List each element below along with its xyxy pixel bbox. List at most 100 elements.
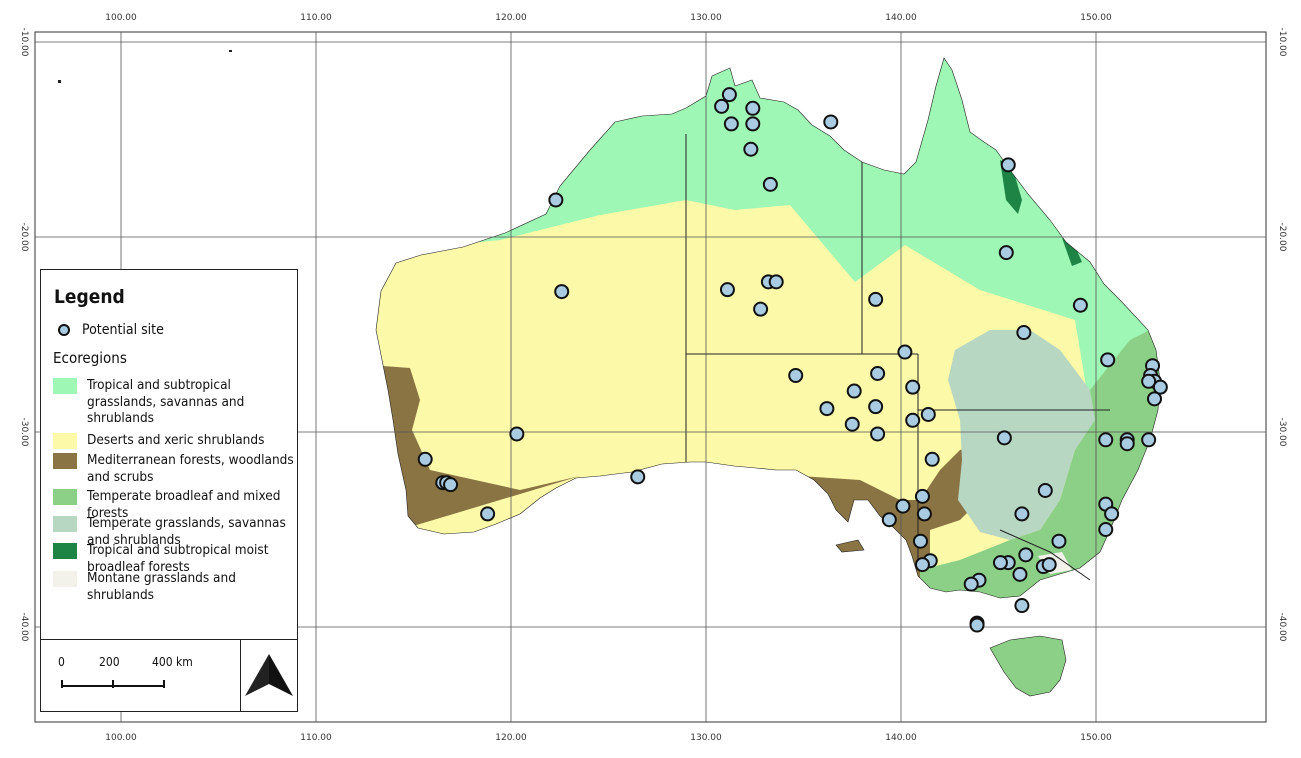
site-marker[interactable]	[846, 383, 862, 399]
legend-ecoregion-entry: Tropical and subtropical moist broadleaf…	[53, 542, 302, 575]
graticule	[35, 32, 1266, 722]
site-marker[interactable]	[868, 291, 884, 307]
top-lon-label: 120.00	[495, 13, 527, 23]
site-marker[interactable]	[897, 344, 913, 360]
ecoregion-label: Temperate broadleaf and mixed forests	[87, 488, 281, 521]
site-marker[interactable]	[721, 87, 737, 103]
bottom-lon-label: 130.00	[690, 733, 722, 743]
site-marker[interactable]	[1014, 506, 1030, 522]
site-marker[interactable]	[992, 555, 1008, 571]
site-marker[interactable]	[480, 506, 496, 522]
site-marker[interactable]	[1104, 506, 1120, 522]
ecoregion-swatch	[53, 571, 77, 587]
site-marker[interactable]	[1100, 352, 1116, 368]
site-marker[interactable]	[443, 477, 459, 493]
site-marker[interactable]	[823, 114, 839, 130]
scale-label-200: 200	[99, 655, 120, 669]
scale-label-400: 400 km	[152, 655, 193, 669]
bottom-lon-label: 110.00	[300, 733, 332, 743]
scale-bar-box: 0 200 400 km	[41, 639, 241, 712]
site-marker[interactable]	[762, 176, 778, 192]
site-marker[interactable]	[905, 412, 921, 428]
site-marker[interactable]	[819, 401, 835, 417]
scale-label-0: 0	[58, 655, 65, 669]
site-marker[interactable]	[914, 488, 930, 504]
site-marker[interactable]	[870, 426, 886, 442]
site-marker[interactable]	[913, 533, 928, 549]
site-marker[interactable]	[788, 367, 804, 383]
site-marker[interactable]	[969, 617, 985, 633]
legend-ecoregion-entry: Temperate grasslands, savannas and shrub…	[53, 515, 302, 548]
site-marker[interactable]	[548, 192, 564, 208]
right-lat-label: -20.00	[1277, 222, 1287, 251]
state-borders	[685, 134, 1110, 581]
site-marker[interactable]	[1051, 533, 1067, 549]
site-marker[interactable]	[1037, 483, 1053, 498]
site-marker[interactable]	[417, 451, 433, 467]
ecoregion-label: Mediterranean forests, woodlands and scr…	[87, 452, 294, 485]
site-marker[interactable]	[723, 116, 739, 132]
site-marker[interactable]	[768, 274, 784, 290]
site-marker[interactable]	[963, 576, 979, 592]
site-marker[interactable]	[1072, 297, 1088, 313]
ecoregion-label: Tropical and subtropical grasslands, sav…	[87, 377, 245, 426]
site-marker[interactable]	[1041, 557, 1057, 573]
legend-ecoregion-entry: Montane grasslands and shrublands	[53, 570, 302, 603]
site-marker[interactable]	[745, 116, 761, 132]
site-marker[interactable]	[881, 512, 897, 528]
site-marker[interactable]	[924, 451, 940, 467]
ecoregion-label: Deserts and xeric shrublands	[87, 432, 265, 448]
site-marker[interactable]	[844, 416, 860, 432]
site-marker[interactable]	[1012, 566, 1028, 582]
site-marker[interactable]	[1147, 391, 1162, 407]
left-lat-label: -40.00	[19, 612, 29, 641]
site-marker[interactable]	[895, 498, 911, 514]
ecoregion-swatch	[53, 378, 77, 394]
legend: Legend Potential site Ecoregions Tropica…	[40, 269, 298, 712]
site-marker[interactable]	[1014, 598, 1030, 614]
site-marker[interactable]	[998, 245, 1014, 261]
site-marker[interactable]	[1141, 432, 1157, 448]
site-marker[interactable]	[714, 98, 730, 114]
site-marker[interactable]	[916, 506, 932, 522]
site-marker[interactable]	[870, 366, 886, 381]
site-marker[interactable]	[1119, 436, 1135, 452]
site-marker[interactable]	[719, 282, 735, 298]
top-lon-label: 130.00	[690, 13, 722, 23]
ecoregion-label: Tropical and subtropical moist broadleaf…	[87, 542, 269, 575]
top-lon-label: 140.00	[885, 13, 917, 23]
legend-ecoregion-entry: Mediterranean forests, woodlands and scr…	[53, 452, 302, 485]
site-marker[interactable]	[1141, 373, 1157, 389]
site-marker[interactable]	[914, 557, 930, 573]
site-marker[interactable]	[1018, 547, 1034, 563]
site-marker[interactable]	[905, 379, 921, 395]
bottom-lon-label: 100.00	[105, 733, 137, 743]
site-marker[interactable]	[868, 399, 884, 415]
site-marker[interactable]	[554, 284, 570, 300]
legend-site-label: Potential site	[82, 322, 164, 338]
site-marker[interactable]	[1098, 432, 1114, 448]
ecoregion-swatch	[53, 433, 77, 449]
legend-title: Legend	[54, 286, 125, 308]
site-marker[interactable]	[753, 301, 769, 317]
site-marker[interactable]	[1098, 522, 1114, 537]
site-marker[interactable]	[920, 406, 936, 422]
site-marker[interactable]	[1016, 325, 1032, 341]
site-marker[interactable]	[745, 100, 761, 116]
left-lat-label: -10.00	[19, 27, 29, 56]
site-marker[interactable]	[630, 469, 646, 485]
ecoregion-swatch	[53, 489, 77, 505]
site-marker[interactable]	[509, 426, 525, 442]
top-lon-label: 110.00	[300, 13, 332, 23]
north-arrow-icon	[245, 654, 293, 696]
left-lat-label: -20.00	[19, 222, 29, 251]
site-marker-icon	[58, 324, 70, 336]
ecoregion-swatch	[53, 543, 77, 559]
site-marker[interactable]	[743, 141, 759, 157]
ecoregion-swatch	[53, 453, 77, 469]
kangaroo-island	[835, 539, 865, 553]
right-lat-label: -40.00	[1277, 612, 1287, 641]
site-marker[interactable]	[1152, 379, 1168, 395]
site-marker[interactable]	[1000, 157, 1016, 173]
site-marker[interactable]	[996, 430, 1012, 446]
